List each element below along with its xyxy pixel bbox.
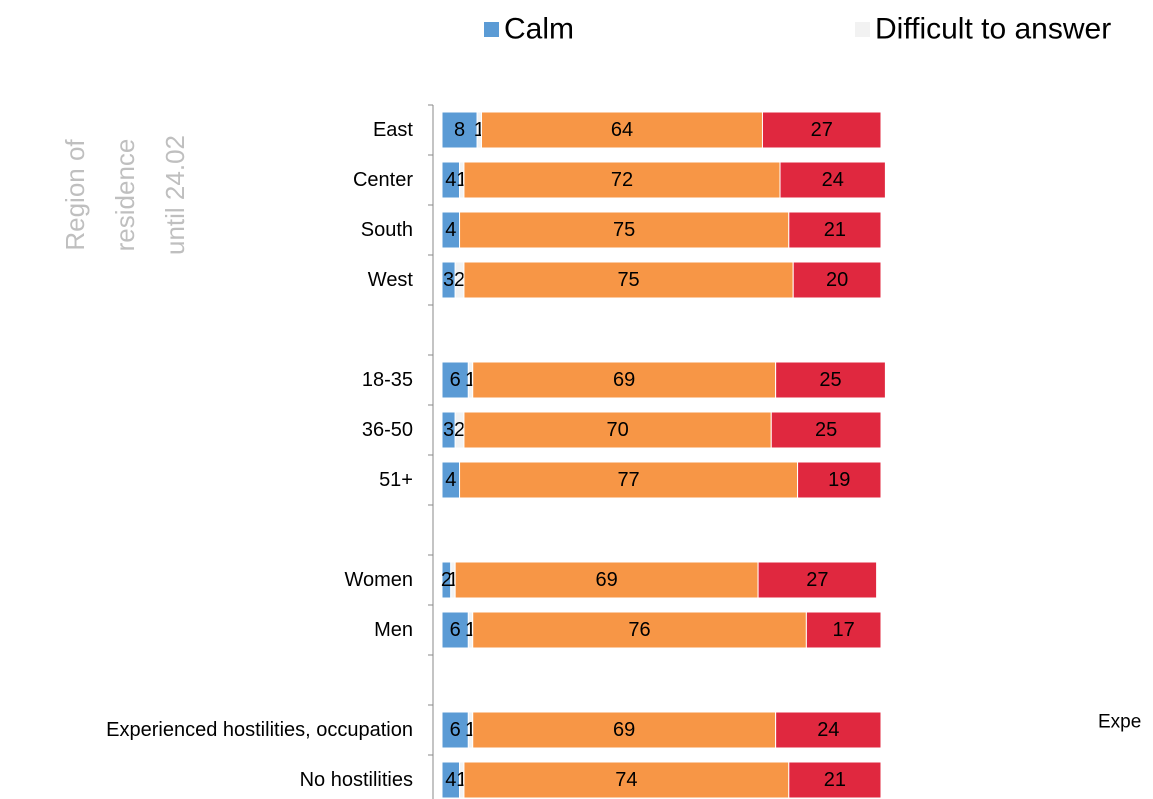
data-label: 4 <box>445 219 456 241</box>
data-label: 21 <box>824 219 846 241</box>
data-label: 1 <box>474 119 485 141</box>
bar-segment <box>463 161 781 199</box>
side-label-line: Region of <box>60 139 90 251</box>
data-label: 76 <box>628 619 650 641</box>
bar-segment <box>463 411 772 449</box>
data-label: 6 <box>450 369 461 391</box>
data-label: 2 <box>441 569 452 591</box>
category-label: East <box>373 119 413 141</box>
legend-label: Difficult to answer <box>875 13 1111 46</box>
data-label: 6 <box>450 719 461 741</box>
bar-segment <box>459 461 799 499</box>
bar-segment <box>472 361 777 399</box>
data-label: 1 <box>456 769 467 791</box>
legend-swatch <box>484 22 499 37</box>
bar-segment <box>775 711 882 749</box>
data-label: 8 <box>454 119 465 141</box>
data-label: 69 <box>596 569 618 591</box>
data-label: 17 <box>833 619 855 641</box>
category-label: Experienced hostilities, occupation <box>106 719 413 741</box>
bar-segment <box>788 761 882 799</box>
data-label: 4 <box>445 469 456 491</box>
data-label: 75 <box>613 219 635 241</box>
data-label: 72 <box>611 169 633 191</box>
data-label: 2 <box>454 269 465 291</box>
data-label: 1 <box>456 169 467 191</box>
bar-segment <box>472 611 807 649</box>
side-label-line: until 24.02 <box>160 135 190 255</box>
data-label: 25 <box>819 369 841 391</box>
data-label: 1 <box>465 619 476 641</box>
data-label: 75 <box>617 269 639 291</box>
bar-segment <box>779 161 886 199</box>
data-label: 21 <box>824 769 846 791</box>
data-label: 2 <box>454 419 465 441</box>
data-label: 64 <box>611 119 633 141</box>
data-label: 77 <box>617 469 639 491</box>
data-label: 19 <box>828 469 850 491</box>
legend-label: Calm <box>504 13 574 46</box>
data-label: 1 <box>465 719 476 741</box>
data-label: 3 <box>443 419 454 441</box>
category-label: Men <box>374 619 413 641</box>
data-label: 1 <box>465 369 476 391</box>
category-label: South <box>361 219 413 241</box>
bar-segment <box>441 111 478 149</box>
data-label: 1 <box>447 569 458 591</box>
data-label: 24 <box>822 169 844 191</box>
side-label-line: residence <box>110 139 140 252</box>
bar-segment <box>797 461 882 499</box>
bar-segment <box>805 611 882 649</box>
bar-segment <box>459 211 790 249</box>
data-label: 24 <box>817 719 839 741</box>
bar-segment <box>481 111 763 149</box>
side-label: Region of residence until 24.02 <box>60 135 190 255</box>
data-label: 69 <box>613 719 635 741</box>
bar-segment <box>454 561 759 599</box>
bar-segment <box>463 761 790 799</box>
data-label: 3 <box>443 269 454 291</box>
annotation: Expe <box>1098 712 1141 733</box>
bar-segment <box>788 211 882 249</box>
data-label: 69 <box>613 369 635 391</box>
data-label: 70 <box>606 419 628 441</box>
category-label: Women <box>344 569 413 591</box>
category-label: Center <box>353 169 413 191</box>
data-label: 74 <box>615 769 637 791</box>
legend-swatch <box>855 22 870 37</box>
data-label: 6 <box>450 619 461 641</box>
bar-segment <box>757 561 878 599</box>
category-label: West <box>368 269 414 291</box>
data-label: 4 <box>445 769 456 791</box>
data-label: 27 <box>806 569 828 591</box>
category-label: 51+ <box>379 469 413 491</box>
bar-segment <box>792 261 882 299</box>
category-label: 18-35 <box>362 369 413 391</box>
bar-segment <box>472 711 777 749</box>
category-label: No hostilities <box>300 769 413 791</box>
bar-segment <box>770 411 882 449</box>
data-label: 20 <box>826 269 848 291</box>
category-label: 36-50 <box>362 419 413 441</box>
bar-segment <box>761 111 882 149</box>
bar-segment <box>775 361 886 399</box>
bar-segment <box>463 261 794 299</box>
bar-segment <box>441 611 469 649</box>
data-label: 4 <box>445 169 456 191</box>
data-label: 27 <box>811 119 833 141</box>
data-label: 25 <box>815 419 837 441</box>
